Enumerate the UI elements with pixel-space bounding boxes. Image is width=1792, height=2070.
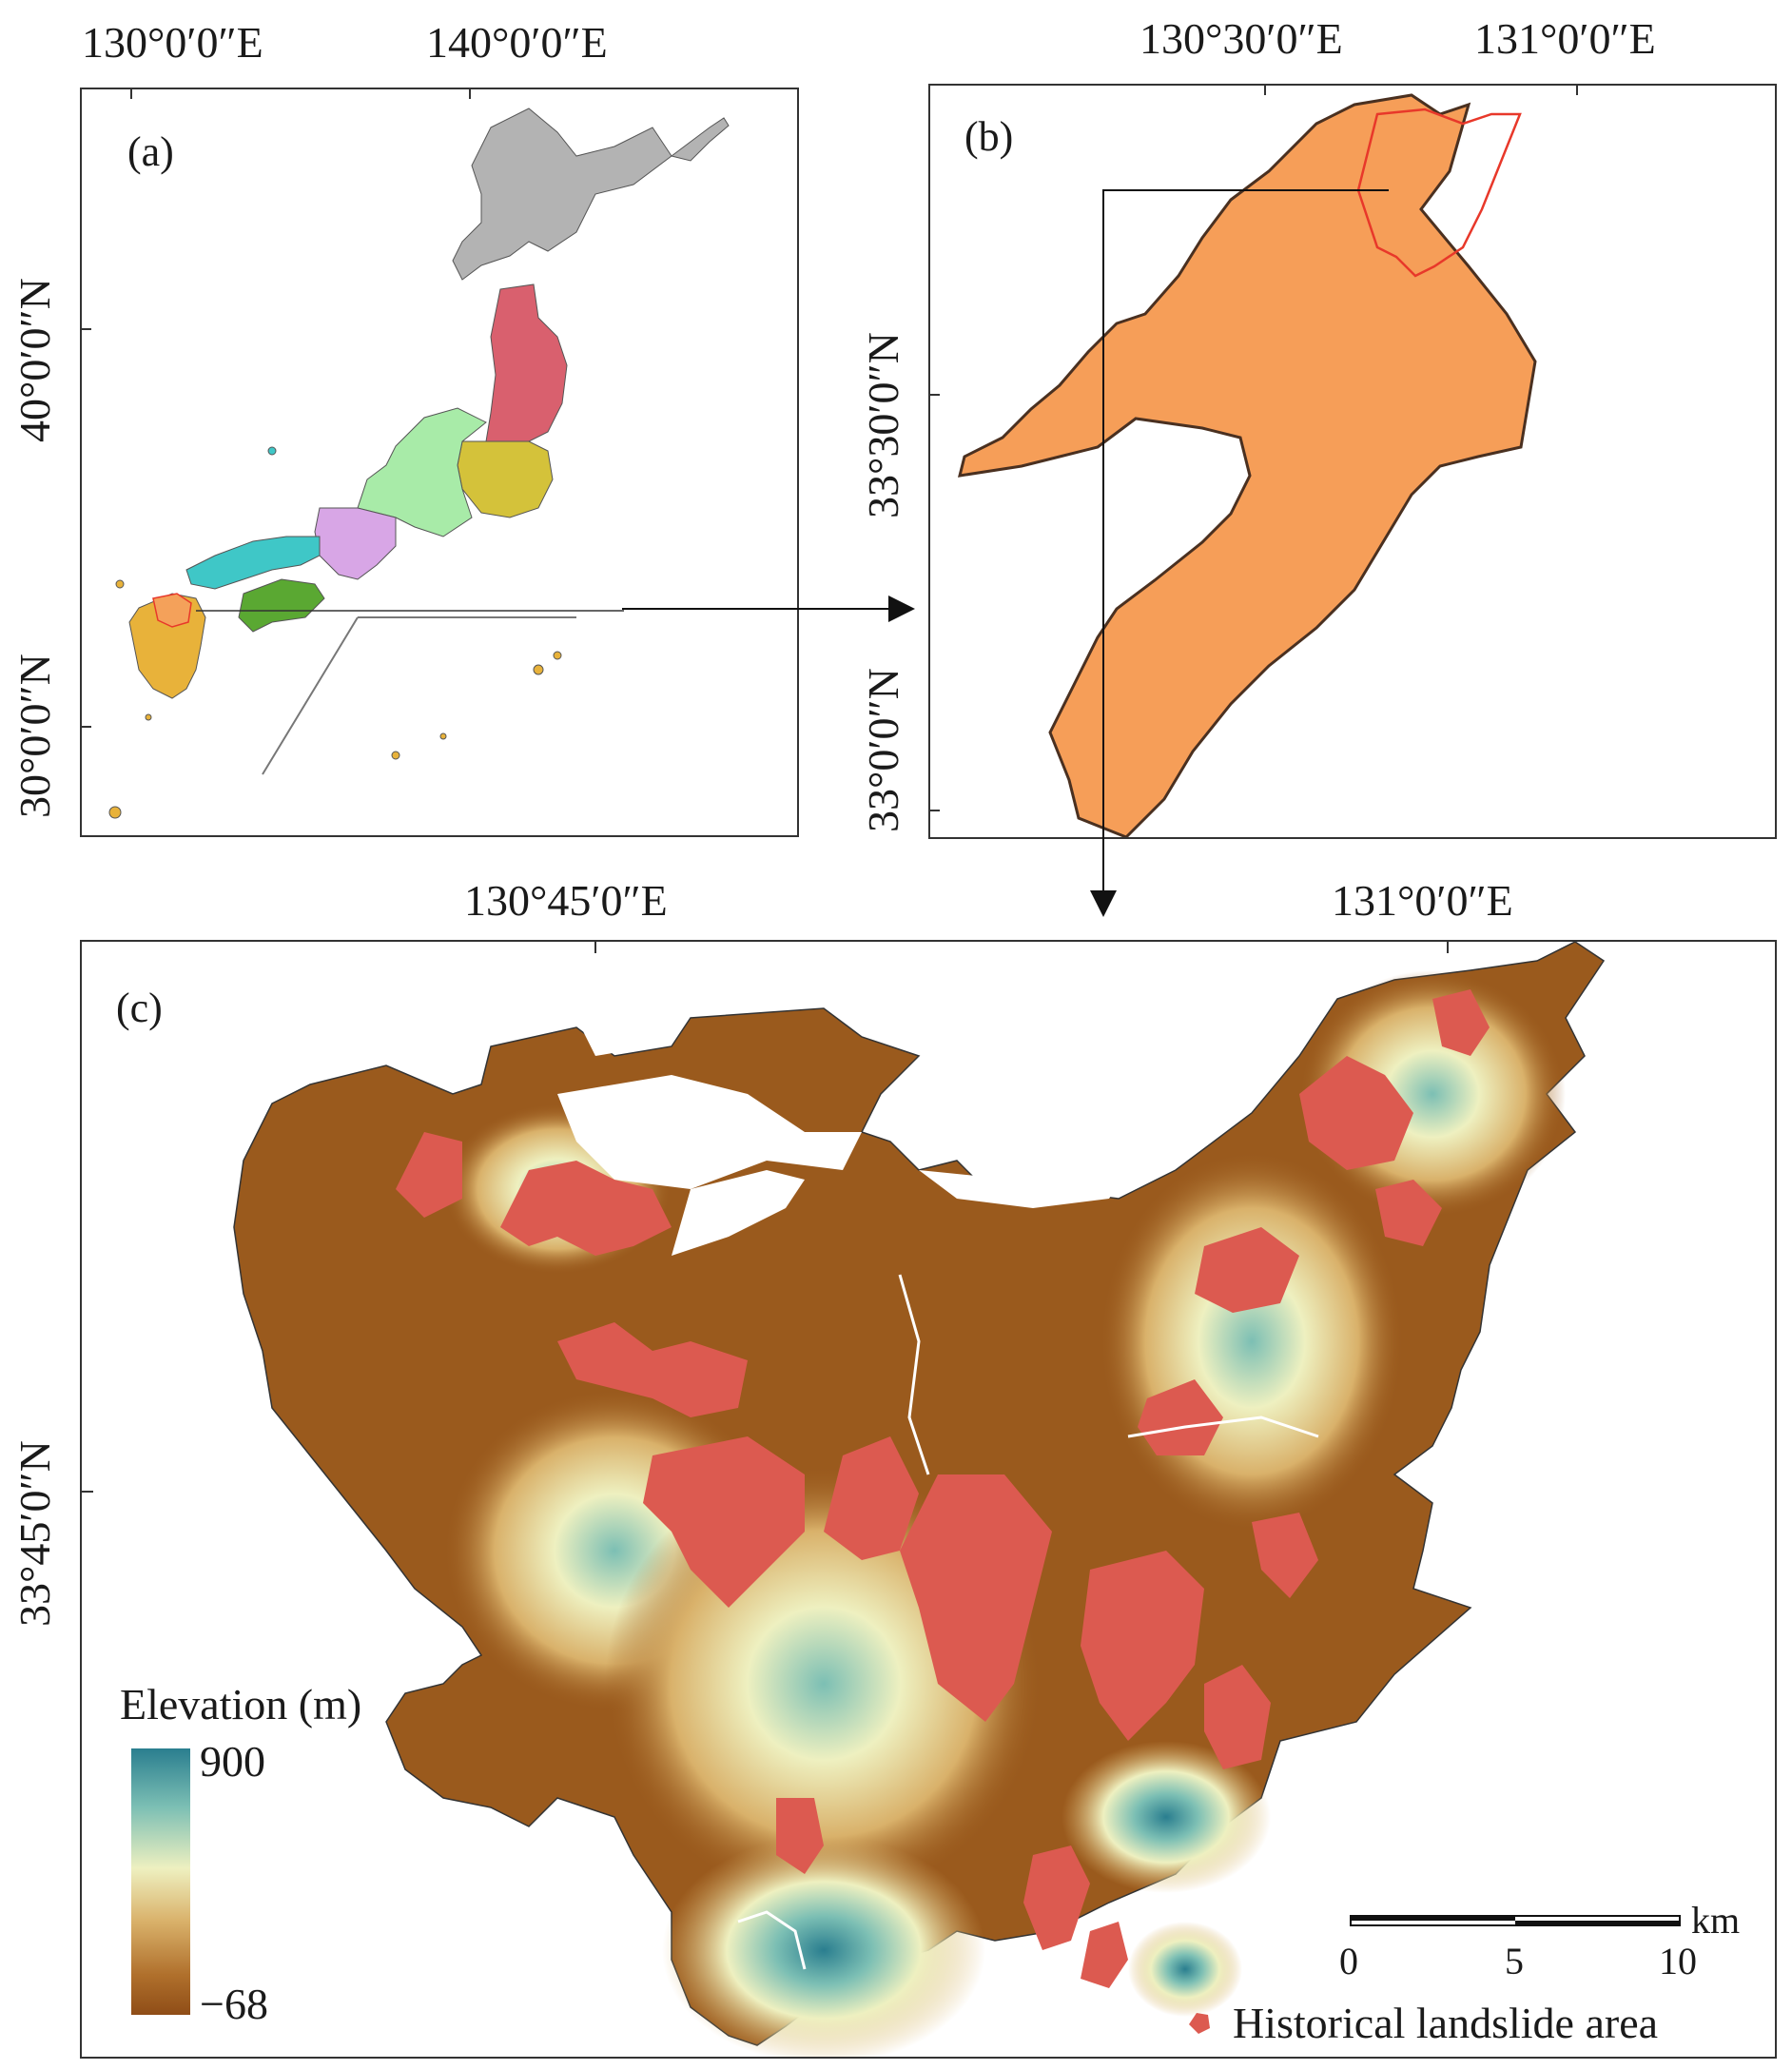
landslide-patch [1375,1180,1442,1246]
region-hokkaido [452,107,672,281]
scale-bar [1350,1915,1681,1926]
landslide-patch [1432,989,1490,1056]
landslide-patch [643,1436,805,1608]
fukuoka-map-svg [930,86,1578,837]
panel-c-elevation-map: (c) Elevation (m) 900 −68 km 0 5 10 Hist… [80,940,1777,2059]
landslide-patch [396,1132,462,1218]
scale-label-10: 10 [1659,1940,1697,1982]
landslide-patches [396,989,1490,1988]
scale-label-5: 5 [1505,1940,1524,1982]
region-shikoku [238,578,325,633]
island [267,446,277,456]
landslide-patch [1195,1227,1299,1313]
panel-b-fukuoka-map: (b) [928,84,1777,839]
scale-unit: km [1691,1899,1741,1942]
panel-a-label: (a) [127,128,174,175]
x-tick-a-1: 140°0′0″E [426,18,608,67]
landslide-patch [1081,1551,1204,1741]
panel-c-label: (c) [116,985,163,1031]
y-tick-b-1: 33°0′0″N [859,668,907,832]
y-tick-a-1: 30°0′0″N [10,654,59,818]
river [737,1910,807,1970]
landslide-patch [557,1322,748,1417]
landslide-patch [1299,1056,1413,1170]
landslide-legend-label: Historical landslide area [1233,1999,1659,2047]
elevation-colorbar [131,1748,190,2015]
island [533,664,544,675]
landslide-patch [1204,1665,1271,1769]
x-tick-a-0: 130°0′0″E [82,18,263,67]
japan-map-svg [82,89,730,819]
panel-b-label: (b) [964,113,1014,160]
legend-min: −68 [200,1980,268,2028]
island [108,806,122,819]
legend-max: 900 [200,1737,265,1786]
y-tick-b-0: 33°30′0″N [859,332,907,518]
landslide-patch [900,1474,1052,1722]
legend-title: Elevation (m) [120,1680,362,1728]
elevation-map-svg [82,942,1606,2057]
panel-a-japan-map: (a) [80,88,799,837]
peak [662,1836,985,2057]
kuril-islands [670,117,730,162]
x-tick-c-0: 130°45′0″E [464,876,668,925]
island [439,732,447,740]
island [553,651,562,660]
landslide-patch [776,1798,824,1874]
landslide-patch [1252,1513,1318,1598]
region-kinki [314,507,397,580]
coastal-inlets [557,999,1128,1256]
y-tick-a-0: 40°0′0″N [10,278,59,442]
region-chugoku [185,536,321,590]
island [115,579,125,589]
x-tick-b-1: 131°0′0″E [1474,14,1656,63]
landslide-patch [1023,1845,1090,1950]
landslide-patch [500,1161,672,1256]
landslide-patch [824,1436,919,1560]
scale-label-0: 0 [1339,1940,1358,1982]
region-fukuoka [152,593,192,628]
peak [1062,1741,1271,1893]
island [391,751,400,760]
x-tick-b-0: 130°30′0″E [1139,14,1343,63]
river [898,1274,930,1475]
region-tohoku [485,283,568,447]
landslide-legend-icon [1189,2013,1210,2034]
peak [1128,1922,1242,2017]
landslide-patch [1081,1922,1128,1988]
island [145,713,152,721]
highland [1100,1151,1404,1532]
y-tick-c-0: 33°45′0″N [10,1440,59,1627]
landslide-patch [1138,1379,1223,1455]
region-kanto [457,440,554,518]
region-chubu [357,407,487,537]
fukuoka-prefecture-outline [957,93,1537,837]
river [1127,1416,1319,1438]
x-tick-c-1: 131°0′0″E [1332,876,1513,925]
